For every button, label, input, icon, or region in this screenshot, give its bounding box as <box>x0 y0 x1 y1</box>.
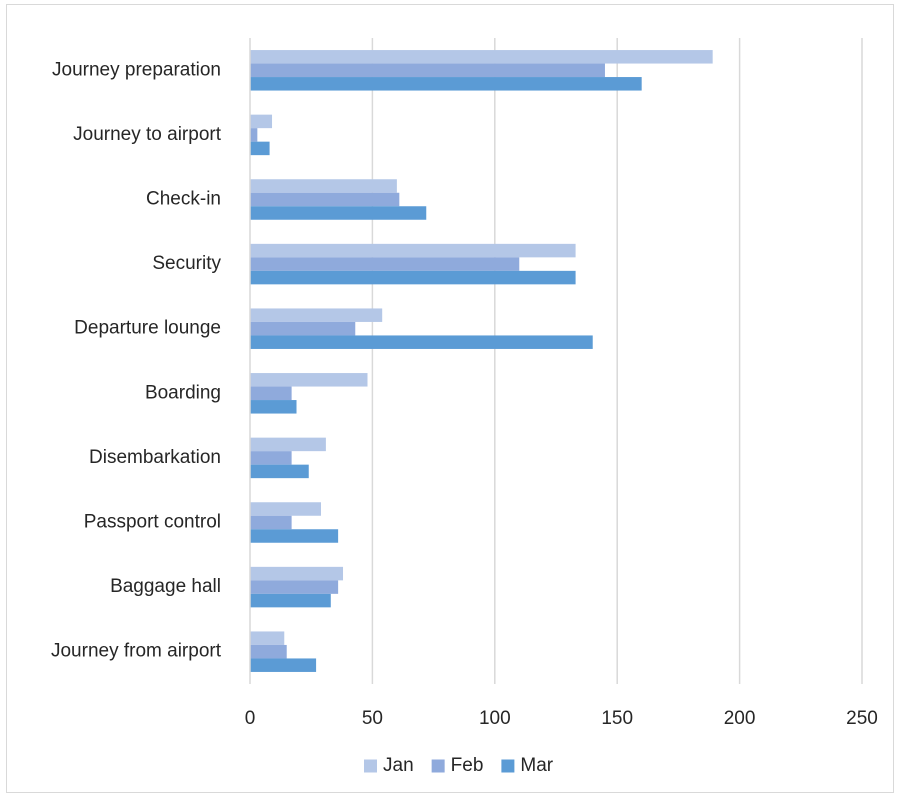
bar <box>250 179 397 193</box>
category-label: Check-in <box>146 189 221 210</box>
bar <box>250 658 317 672</box>
legend-label: Mar <box>520 755 553 776</box>
category-label: Passport control <box>84 512 221 533</box>
bar <box>250 373 368 387</box>
bar <box>250 141 270 156</box>
category-label: Security <box>152 253 221 274</box>
bar <box>250 502 321 516</box>
bar <box>250 386 292 401</box>
bar <box>250 529 339 543</box>
category-label: Journey preparation <box>52 59 221 80</box>
legend-swatch <box>364 759 377 773</box>
category-label: Disembarkation <box>89 447 221 468</box>
bar <box>250 206 427 220</box>
bar <box>250 321 356 336</box>
bar <box>250 644 287 659</box>
legend-label: Jan <box>383 755 414 776</box>
bar <box>250 270 576 285</box>
x-tick-label: 150 <box>601 708 633 729</box>
bar <box>250 566 344 581</box>
bar <box>250 243 576 258</box>
x-tick-label: 250 <box>846 708 878 729</box>
bar <box>250 335 593 349</box>
category-label: Boarding <box>145 382 221 403</box>
bar <box>250 192 400 207</box>
legend-swatch <box>501 759 515 773</box>
bar <box>250 515 292 530</box>
x-tick-label: 100 <box>479 708 511 729</box>
bar <box>250 437 326 452</box>
x-tick-label: 200 <box>724 708 756 729</box>
bar <box>250 451 292 465</box>
bar <box>250 63 605 78</box>
chart-frame <box>6 4 894 793</box>
bar <box>250 400 297 414</box>
x-tick-label: 0 <box>245 708 256 729</box>
bar <box>250 593 331 608</box>
bar <box>250 114 273 129</box>
bar <box>250 464 309 479</box>
bar <box>250 128 258 142</box>
bar <box>250 257 520 271</box>
legend-label: Feb <box>451 755 484 776</box>
bar <box>250 50 713 64</box>
bar <box>250 77 642 91</box>
bar <box>250 308 383 322</box>
legend-swatch <box>431 759 445 773</box>
bar <box>250 580 339 594</box>
category-label: Journey to airport <box>73 124 222 145</box>
x-tick-label: 50 <box>362 708 383 729</box>
category-label: Departure lounge <box>74 318 221 339</box>
bar <box>250 631 285 645</box>
category-label: Baggage hall <box>110 576 221 597</box>
category-label: Journey from airport <box>51 641 222 662</box>
